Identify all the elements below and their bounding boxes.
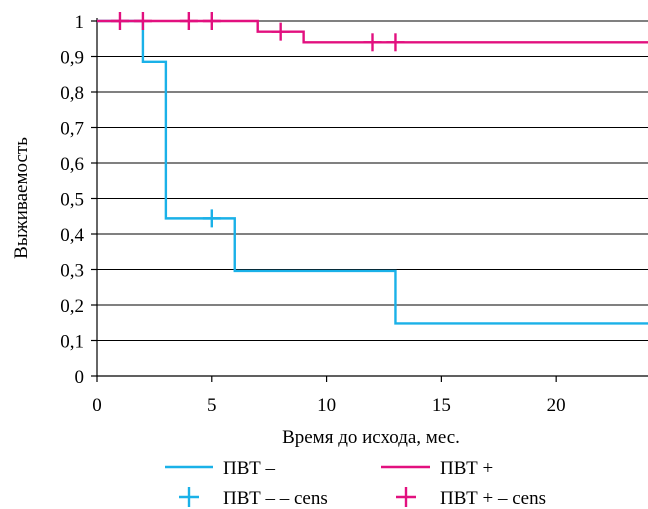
legend-label-pvt-plus: ПВТ + [440, 458, 493, 479]
x-axis-title: Время до исхода, мес. [282, 427, 460, 448]
y-tick-label: 0,1 [60, 332, 84, 353]
legend-label-pvt-plus-cens: ПВТ + – cens [440, 488, 546, 509]
censor-mark-1 [202, 12, 221, 30]
legend-marker-pvt-minus-cens [179, 487, 199, 507]
x-tick-label: 0 [92, 395, 102, 416]
y-tick-label: 0 [75, 367, 85, 388]
y-tick-label: 1 [75, 12, 85, 33]
series-line-0 [97, 19, 648, 325]
gridlines [97, 20, 648, 341]
x-tick-label: 10 [317, 395, 336, 416]
censor-mark-1 [271, 22, 290, 41]
y-axis-title: Выживаемость [11, 137, 32, 259]
censor-mark-1 [363, 33, 382, 52]
legend-label-pvt-minus-cens: ПВТ – – cens [223, 488, 328, 509]
y-tick-label: 0,2 [60, 296, 84, 317]
x-tick-label: 20 [547, 395, 566, 416]
legend: ПВТ – ПВТ + ПВТ – – cens ПВТ + – cens [165, 458, 546, 509]
tick-labels: 00,10,20,30,40,50,60,70,80,910 5 10 15 20 [60, 12, 565, 416]
legend-marker-pvt-plus-cens [396, 487, 416, 507]
x-tick-label: 5 [207, 395, 217, 416]
y-tick-label: 0,3 [60, 261, 84, 282]
y-tick-label: 0,7 [60, 119, 84, 140]
y-tick-label: 0,4 [60, 225, 84, 246]
censor-mark-1 [179, 12, 198, 30]
censor-mark-0 [202, 209, 221, 228]
y-tick-label: 0,8 [60, 83, 84, 104]
censor-mark-1 [133, 12, 152, 30]
legend-label-pvt-minus: ПВТ – [223, 458, 275, 479]
series-lines [97, 19, 648, 325]
censor-mark-1 [110, 12, 129, 30]
y-tick-label: 0,5 [60, 190, 84, 211]
y-tick-label: 0,9 [60, 48, 84, 69]
censor-marks [110, 12, 405, 228]
x-tick-label: 15 [432, 395, 451, 416]
censor-mark-1 [386, 33, 405, 52]
y-tick-label: 0,6 [60, 154, 84, 175]
